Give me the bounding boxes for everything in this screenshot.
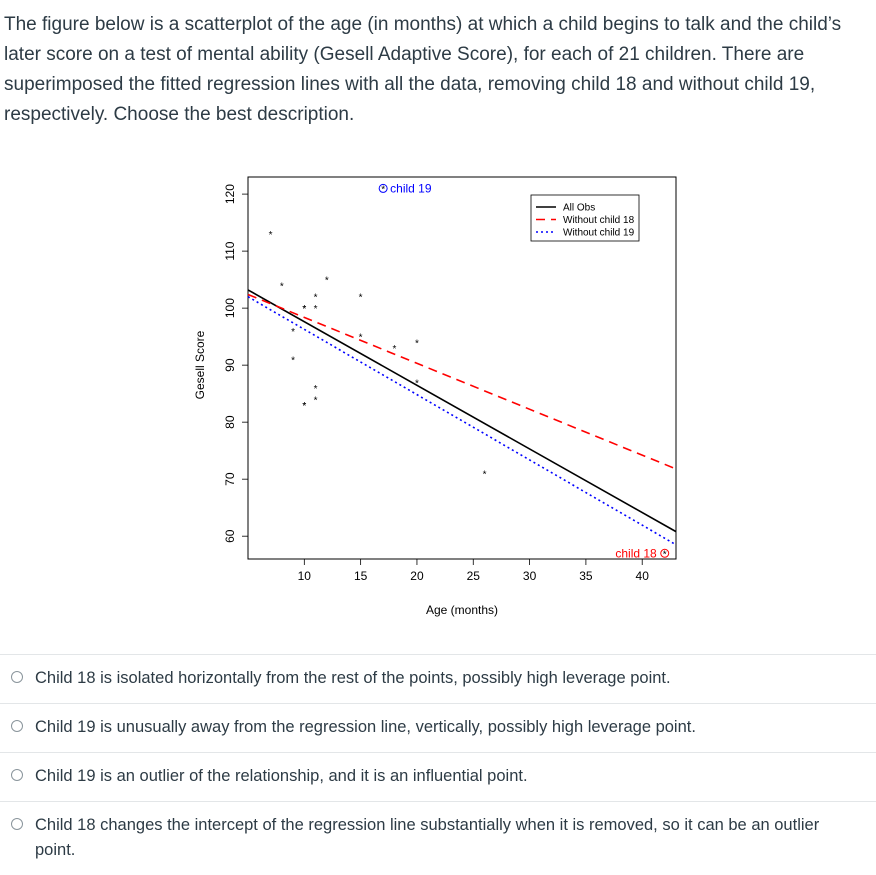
y-tick-label: 90: [223, 358, 237, 372]
question-text: The figure below is a scatterplot of the…: [4, 14, 842, 125]
radio-option-3[interactable]: [11, 769, 23, 781]
data-point: *: [314, 384, 318, 395]
plot-frame: [247, 176, 677, 560]
data-point: *: [302, 401, 306, 412]
point-labels: child 19 child 18: [378, 181, 670, 560]
data-point: *: [359, 293, 363, 304]
answer-options: Child 18 is isolated horizontally from t…: [0, 654, 876, 875]
data-point: *: [280, 281, 284, 292]
option-3-label: Child 19 is an outlier of the relationsh…: [35, 767, 528, 785]
data-point: *: [302, 304, 306, 315]
y-tick-label: 110: [223, 241, 237, 260]
data-point: *: [381, 184, 385, 195]
x-axis-label: Age (months): [426, 603, 498, 617]
data-point: *: [325, 276, 329, 287]
data-points: *********************: [269, 184, 667, 560]
legend-box: [530, 194, 640, 242]
legend-label: Without child 19: [563, 228, 635, 239]
y-tick-label: 70: [223, 472, 237, 486]
option-2-label: Child 19 is unusually away from the regr…: [35, 718, 696, 736]
axes: 10 15 20 25 30 35 40 60 70 80 90 100 110 120: [223, 184, 649, 583]
x-tick-label: 20: [410, 569, 424, 583]
x-tick-label: 15: [354, 569, 368, 583]
highlight-marker: [660, 548, 670, 558]
y-tick-label: 80: [223, 415, 237, 429]
x-tick-label: 25: [467, 569, 481, 583]
highlight-label: child 19: [390, 181, 432, 195]
x-tick-label: 40: [636, 569, 650, 583]
highlight-label: child 18: [615, 546, 657, 560]
y-tick-label: 60: [223, 529, 237, 543]
data-point: *: [302, 304, 306, 315]
x-tick-label: 10: [298, 569, 312, 583]
option-4[interactable]: Child 18 changes the intercept of the re…: [0, 801, 876, 875]
data-point: *: [415, 338, 419, 349]
data-point: *: [302, 401, 306, 412]
legend-label: Without child 18: [563, 215, 635, 226]
data-point: *: [314, 304, 318, 315]
data-point: *: [663, 549, 667, 560]
option-1-label: Child 18 is isolated horizontally from t…: [35, 669, 671, 687]
regression-line: [247, 296, 677, 546]
x-tick-label: 30: [523, 569, 537, 583]
data-point: *: [291, 327, 295, 338]
data-point: *: [415, 378, 419, 389]
data-point: *: [314, 293, 318, 304]
regression-lines: [247, 289, 677, 546]
data-point: *: [269, 230, 273, 241]
data-point: *: [392, 344, 396, 355]
option-3[interactable]: Child 19 is an outlier of the relationsh…: [0, 752, 876, 801]
option-2[interactable]: Child 19 is unusually away from the regr…: [0, 703, 876, 752]
x-tick-label: 35: [579, 569, 593, 583]
radio-option-1[interactable]: [11, 671, 23, 683]
y-tick-label: 100: [223, 298, 237, 318]
data-point: *: [314, 395, 318, 406]
legend-label: All Obs: [563, 203, 595, 214]
regression-line: [247, 293, 677, 470]
highlight-marker: [378, 183, 388, 193]
scatterplot: 10 15 20 25 30 35 40 60 70 80 90 100 110 120 * * * * * * * *…: [180, 165, 700, 625]
radio-option-2[interactable]: [11, 720, 23, 732]
regression-line: [247, 289, 677, 533]
data-point: *: [483, 469, 487, 480]
option-4-label: Child 18 changes the intercept of the re…: [35, 816, 820, 859]
radio-option-4[interactable]: [11, 818, 23, 830]
option-1[interactable]: Child 18 is isolated horizontally from t…: [0, 654, 876, 703]
data-point: *: [359, 333, 363, 344]
y-tick-label: 120: [223, 184, 237, 204]
y-axis-label: Gesell Score: [193, 330, 207, 399]
data-point: *: [291, 355, 295, 366]
